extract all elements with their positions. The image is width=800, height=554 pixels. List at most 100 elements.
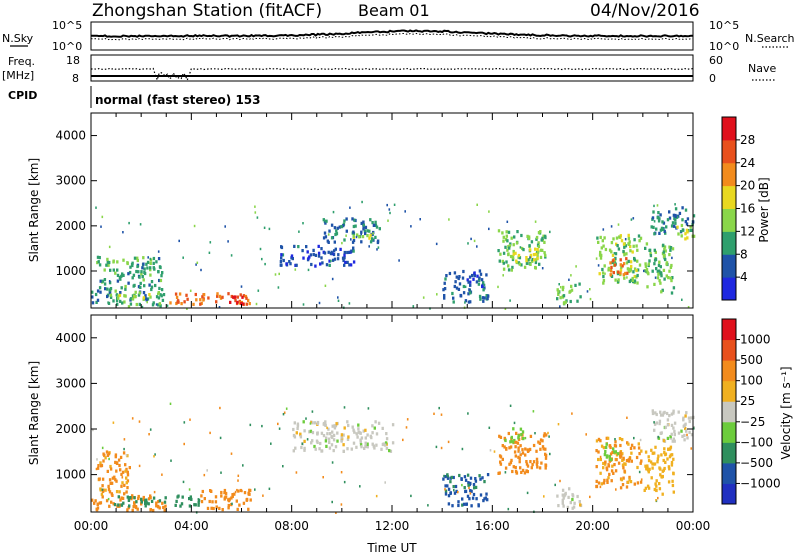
- heatmap-cell: [277, 422, 279, 426]
- heatmap-cell: [648, 248, 651, 252]
- heatmap-cell: [672, 457, 675, 461]
- heatmap-cell: [109, 481, 112, 485]
- heatmap-cell: [539, 438, 543, 442]
- heatmap-cell: [245, 296, 248, 300]
- heatmap-cell: [315, 439, 319, 443]
- heatmap-cell: [663, 277, 666, 281]
- heatmap-cell: [158, 506, 161, 510]
- heatmap-cell: [607, 268, 610, 272]
- heatmap-cell: [620, 239, 624, 243]
- heatmap-cell: [116, 273, 120, 277]
- heatmap-cell: [110, 492, 113, 496]
- heatmap-cell: [682, 418, 685, 422]
- heatmap-cell: [504, 466, 508, 470]
- heatmap-cell: [234, 490, 237, 494]
- heatmap-cell: [610, 469, 614, 473]
- heatmap-cell: [108, 504, 111, 508]
- heatmap-cell: [115, 461, 118, 465]
- heatmap-cell: [336, 226, 339, 230]
- heatmap-cell: [497, 285, 499, 289]
- heatmap-cell: [108, 260, 111, 265]
- heatmap-cell: [334, 232, 337, 237]
- heatmap-cell: [352, 246, 355, 250]
- heatmap-cell: [535, 457, 539, 461]
- heatmap-cell: [352, 234, 355, 238]
- velocity-x-ticks: 00:00 04:00 08:00 12:00 16:00 20:00 00:00: [74, 315, 711, 533]
- heatmap-cell: [602, 461, 605, 466]
- heatmap-cell: [653, 451, 656, 455]
- heatmap-cell: [331, 435, 334, 439]
- heatmap-cell: [186, 307, 188, 310]
- heatmap-cell: [343, 238, 346, 242]
- heatmap-cell: [636, 268, 640, 272]
- heatmap-cell: [111, 476, 115, 480]
- nave-label: Nave: [748, 62, 776, 75]
- heatmap-cell: [115, 469, 118, 473]
- heatmap-cell: [139, 285, 142, 289]
- heatmap-cell: [466, 494, 470, 498]
- heatmap-cell: [91, 498, 94, 502]
- heatmap-cell: [526, 234, 529, 238]
- heatmap-cell: [477, 503, 480, 507]
- heatmap-cell: [615, 236, 619, 240]
- heatmap-cell: [115, 294, 118, 297]
- heatmap-cell: [539, 447, 542, 451]
- heatmap-cell: [157, 505, 160, 509]
- heatmap-cell: [106, 469, 109, 473]
- heatmap-cell: [668, 216, 672, 220]
- heatmap-cell: [677, 232, 680, 236]
- heatmap-cell: [652, 462, 655, 466]
- heatmap-cell: [150, 499, 154, 503]
- heatmap-cell: [110, 481, 114, 485]
- heatmap-cell: [657, 272, 660, 276]
- heatmap-cell: [132, 505, 135, 509]
- heatmap-cell: [326, 426, 328, 430]
- x-tick-label: 00:00: [676, 519, 711, 533]
- heatmap-cell: [541, 267, 544, 270]
- heatmap-cell: [487, 294, 490, 298]
- heatmap-cell: [467, 483, 470, 487]
- heatmap-cell: [651, 409, 654, 413]
- heatmap-cell: [575, 265, 577, 268]
- heatmap-cell: [280, 253, 283, 257]
- heatmap-cell: [351, 240, 355, 244]
- heatmap-cell: [102, 459, 105, 463]
- heatmap-cell: [604, 462, 607, 466]
- heatmap-cell: [626, 416, 628, 419]
- heatmap-cell: [655, 227, 658, 231]
- heatmap-cell: [93, 501, 96, 505]
- heatmap-cell: [381, 442, 385, 447]
- heatmap-cell: [483, 296, 486, 300]
- heatmap-cell: [281, 253, 285, 257]
- heatmap-cell: [462, 291, 466, 295]
- heatmap-cell: [493, 450, 496, 453]
- heatmap-cell: [157, 257, 161, 261]
- colorbar-tick-label: −500: [740, 456, 773, 470]
- heatmap-cell: [350, 238, 352, 241]
- heatmap-cell: [120, 503, 124, 507]
- heatmap-cell: [330, 443, 334, 447]
- heatmap-cell: [660, 274, 663, 278]
- heatmap-cell: [214, 500, 218, 504]
- heatmap-cell: [481, 284, 484, 289]
- heatmap-cell: [302, 303, 305, 306]
- heatmap-cell: [126, 473, 130, 477]
- heatmap-cell: [653, 428, 656, 432]
- heatmap-cell: [681, 218, 684, 222]
- heatmap-cell: [320, 431, 324, 435]
- heatmap-cell: [638, 470, 641, 474]
- heatmap-cell: [387, 219, 389, 222]
- heatmap-cell: [692, 234, 696, 238]
- heatmap-cell: [467, 242, 469, 245]
- heatmap-cell: [124, 294, 127, 298]
- heatmap-cell: [112, 421, 115, 424]
- heatmap-cell: [647, 470, 650, 474]
- heatmap-cell: [667, 465, 671, 469]
- heatmap-cell: [402, 438, 404, 442]
- heatmap-cell: [120, 274, 123, 278]
- heatmap-cell: [142, 498, 145, 502]
- heatmap-cell: [161, 501, 164, 505]
- heatmap-cell: [481, 296, 485, 300]
- heatmap-cell: [319, 441, 322, 446]
- heatmap-cell: [521, 430, 525, 434]
